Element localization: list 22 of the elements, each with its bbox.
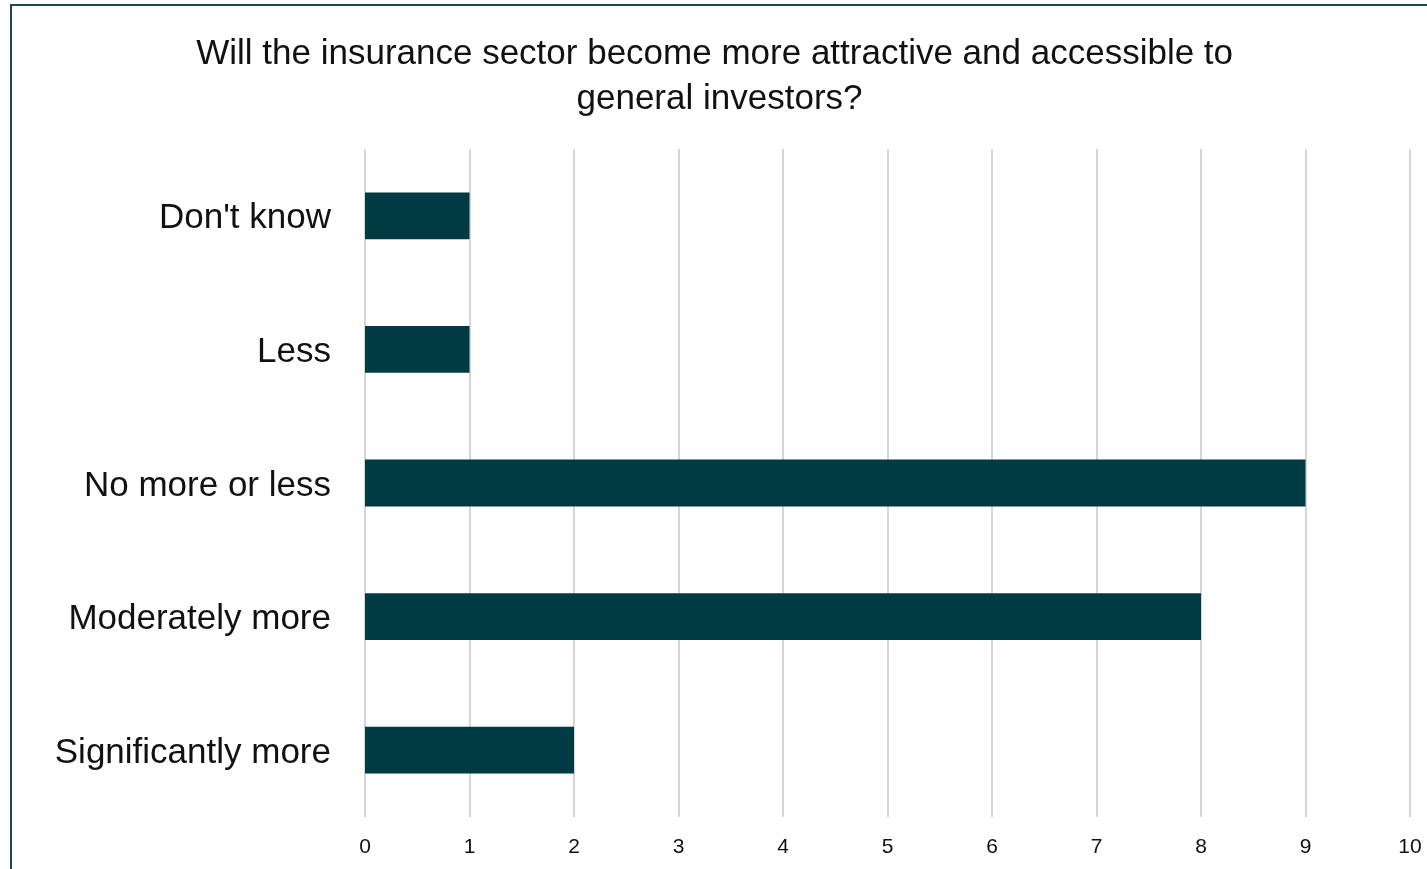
bar (365, 192, 470, 240)
y-tick-label: Significantly more (54, 730, 331, 770)
chart-title: Will the insurance sector become more attractive and accessible to general investors? (196, 32, 1243, 116)
x-tick-label: 0 (359, 834, 371, 857)
y-tick-label: Less (257, 329, 331, 369)
y-tick-label: Don't know (158, 196, 332, 236)
y-tick-label: No more or less (83, 463, 331, 503)
x-tick-label: 1 (463, 834, 476, 857)
bar (365, 326, 470, 373)
x-tick-label: 6 (986, 834, 998, 857)
bar (365, 459, 1306, 507)
bar (365, 726, 574, 774)
bar (365, 593, 1201, 640)
x-tick-label: 9 (1299, 834, 1312, 857)
x-tick-label: 10 (1398, 834, 1422, 857)
y-tick-label: Moderately more (68, 597, 331, 637)
x-tick-label: 3 (672, 834, 685, 857)
x-tick-label: 8 (1195, 834, 1207, 857)
x-tick-label: 5 (881, 834, 894, 857)
x-tick-label: 4 (777, 834, 790, 857)
x-tick-label: 7 (1090, 834, 1103, 857)
x-tick-label: 2 (568, 834, 580, 857)
